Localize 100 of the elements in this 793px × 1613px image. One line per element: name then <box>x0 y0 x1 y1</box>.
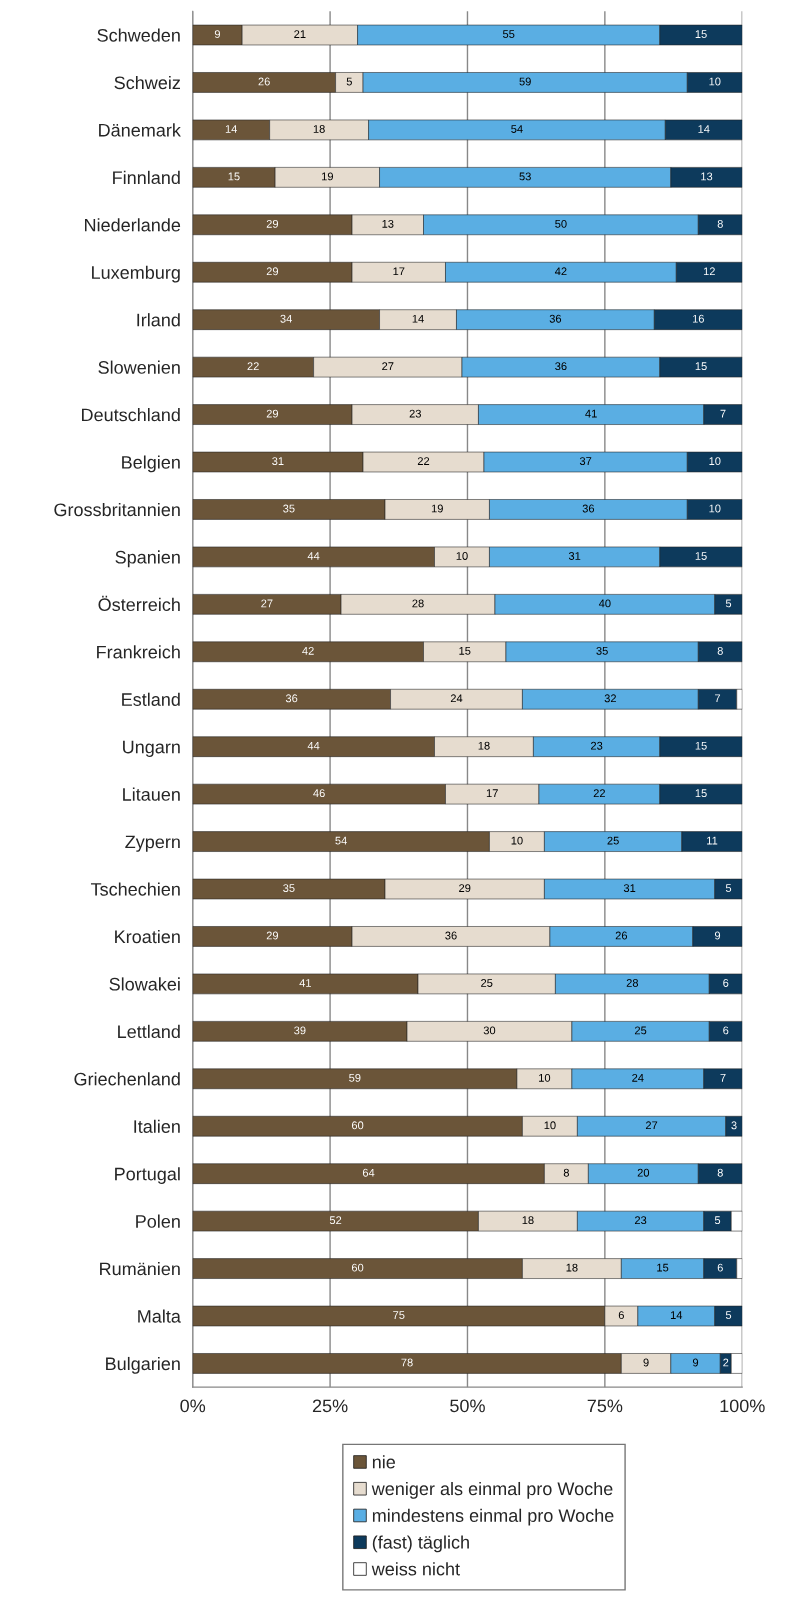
data-label: 23 <box>591 741 603 750</box>
data-label: 36 <box>285 694 298 703</box>
data-label: 19 <box>322 172 333 181</box>
y-tick-label: Ungarn <box>123 740 180 757</box>
data-label: 64 <box>362 1168 375 1177</box>
legend-label: mindestens einmal pro Woche <box>372 1508 614 1526</box>
y-tick-label: Schweiz <box>114 75 180 90</box>
legend-label: weniger als einmal pro Woche <box>371 1481 613 1499</box>
data-label: 10 <box>511 836 523 845</box>
data-label: 29 <box>266 409 279 418</box>
x-tick-label: 50% <box>450 1399 485 1413</box>
data-label: 5 <box>725 1311 732 1319</box>
data-label: 22 <box>417 457 430 465</box>
data-label: 60 <box>351 1263 364 1272</box>
data-label: 2 <box>723 1358 729 1367</box>
data-label: 15 <box>228 172 240 181</box>
data-label: 60 <box>351 1121 364 1130</box>
data-label: 7 <box>720 1074 726 1082</box>
data-label: 10 <box>544 1121 556 1130</box>
data-label: 10 <box>709 504 721 513</box>
data-label: 6 <box>723 1026 729 1035</box>
data-label: 32 <box>604 694 616 703</box>
data-label: 18 <box>478 741 490 750</box>
data-label: 15 <box>657 1263 669 1272</box>
y-tick-label: Estland <box>122 692 180 706</box>
data-label: 53 <box>519 172 531 181</box>
data-label: 11 <box>707 836 718 845</box>
data-label: 25 <box>634 1026 647 1035</box>
data-label: 6 <box>723 979 729 987</box>
y-tick-label: Zypern <box>125 835 180 852</box>
data-label: 15 <box>695 789 707 798</box>
y-tick-label: Deutschland <box>82 408 180 422</box>
data-label: 15 <box>695 30 707 38</box>
data-label: 5 <box>346 77 352 86</box>
data-label: 59 <box>349 1073 361 1082</box>
data-label: 16 <box>692 314 704 323</box>
data-label: 14 <box>225 125 238 133</box>
x-tick-label: 75% <box>587 1399 623 1413</box>
data-label: 9 <box>692 1358 699 1367</box>
data-label: 75 <box>393 1311 405 1319</box>
y-tick-label: Rumänien <box>100 1262 180 1276</box>
data-label: 13 <box>382 219 394 228</box>
y-tick-label: Grossbritannien <box>54 502 180 517</box>
y-tick-label: Litauen <box>123 787 180 801</box>
data-label: 26 <box>615 931 628 940</box>
data-label: 23 <box>634 1216 647 1225</box>
data-label: 30 <box>483 1026 496 1035</box>
data-label: 50 <box>555 219 567 228</box>
data-label: 23 <box>409 409 421 418</box>
data-label: 14 <box>698 125 710 133</box>
y-tick-label: Slowakei <box>109 977 180 991</box>
data-label: 34 <box>280 314 292 323</box>
y-tick-label: Polen <box>136 1214 180 1228</box>
data-label: 24 <box>632 1073 644 1082</box>
y-tick-label: Italien <box>134 1119 180 1133</box>
data-label: 10 <box>539 1073 551 1082</box>
data-label: 9 <box>714 931 721 940</box>
data-label: 3 <box>731 1121 737 1130</box>
data-label: 18 <box>566 1263 578 1272</box>
data-label: 27 <box>645 1121 658 1130</box>
data-label: 41 <box>299 979 311 987</box>
data-label: 39 <box>294 1026 306 1035</box>
data-label: 29 <box>266 219 279 228</box>
data-label: 31 <box>272 457 284 465</box>
data-label: 55 <box>502 30 515 38</box>
data-label: 28 <box>626 979 639 987</box>
x-tick-label: 25% <box>312 1399 348 1413</box>
data-label: 36 <box>445 931 457 940</box>
data-label: 14 <box>412 314 424 323</box>
x-tick-label: 100% <box>720 1399 765 1413</box>
data-label: 35 <box>283 504 295 513</box>
y-tick-label: Frankreich <box>97 645 180 659</box>
data-label: 25 <box>481 979 493 987</box>
data-label: 8 <box>563 1168 569 1177</box>
data-label: 27 <box>261 599 273 608</box>
data-label: 15 <box>459 647 471 655</box>
data-label: 15 <box>695 552 707 560</box>
y-tick-label: Belgien <box>122 455 180 473</box>
x-tick-label: 0% <box>180 1399 206 1413</box>
data-label: 9 <box>643 1358 649 1367</box>
y-tick-label: Slowenien <box>98 360 180 374</box>
data-label: 10 <box>456 552 468 560</box>
data-label: 18 <box>522 1216 534 1225</box>
data-label: 6 <box>717 1263 723 1272</box>
data-label: 10 <box>709 457 721 465</box>
data-label: 35 <box>283 884 295 892</box>
y-tick-label: Griechenland <box>74 1072 180 1086</box>
data-label: 13 <box>701 172 713 181</box>
data-label: 59 <box>519 77 531 86</box>
data-label: 42 <box>554 267 567 276</box>
data-label: 29 <box>266 267 279 276</box>
data-label: 17 <box>486 789 498 797</box>
data-label: 26 <box>258 77 270 86</box>
data-label: 31 <box>623 884 636 892</box>
data-label: 41 <box>585 409 597 418</box>
data-label: 14 <box>670 1311 683 1319</box>
data-label: 5 <box>725 884 732 892</box>
data-label: 54 <box>511 125 523 133</box>
data-label: 44 <box>307 741 320 750</box>
y-tick-label: Schweden <box>97 28 180 42</box>
